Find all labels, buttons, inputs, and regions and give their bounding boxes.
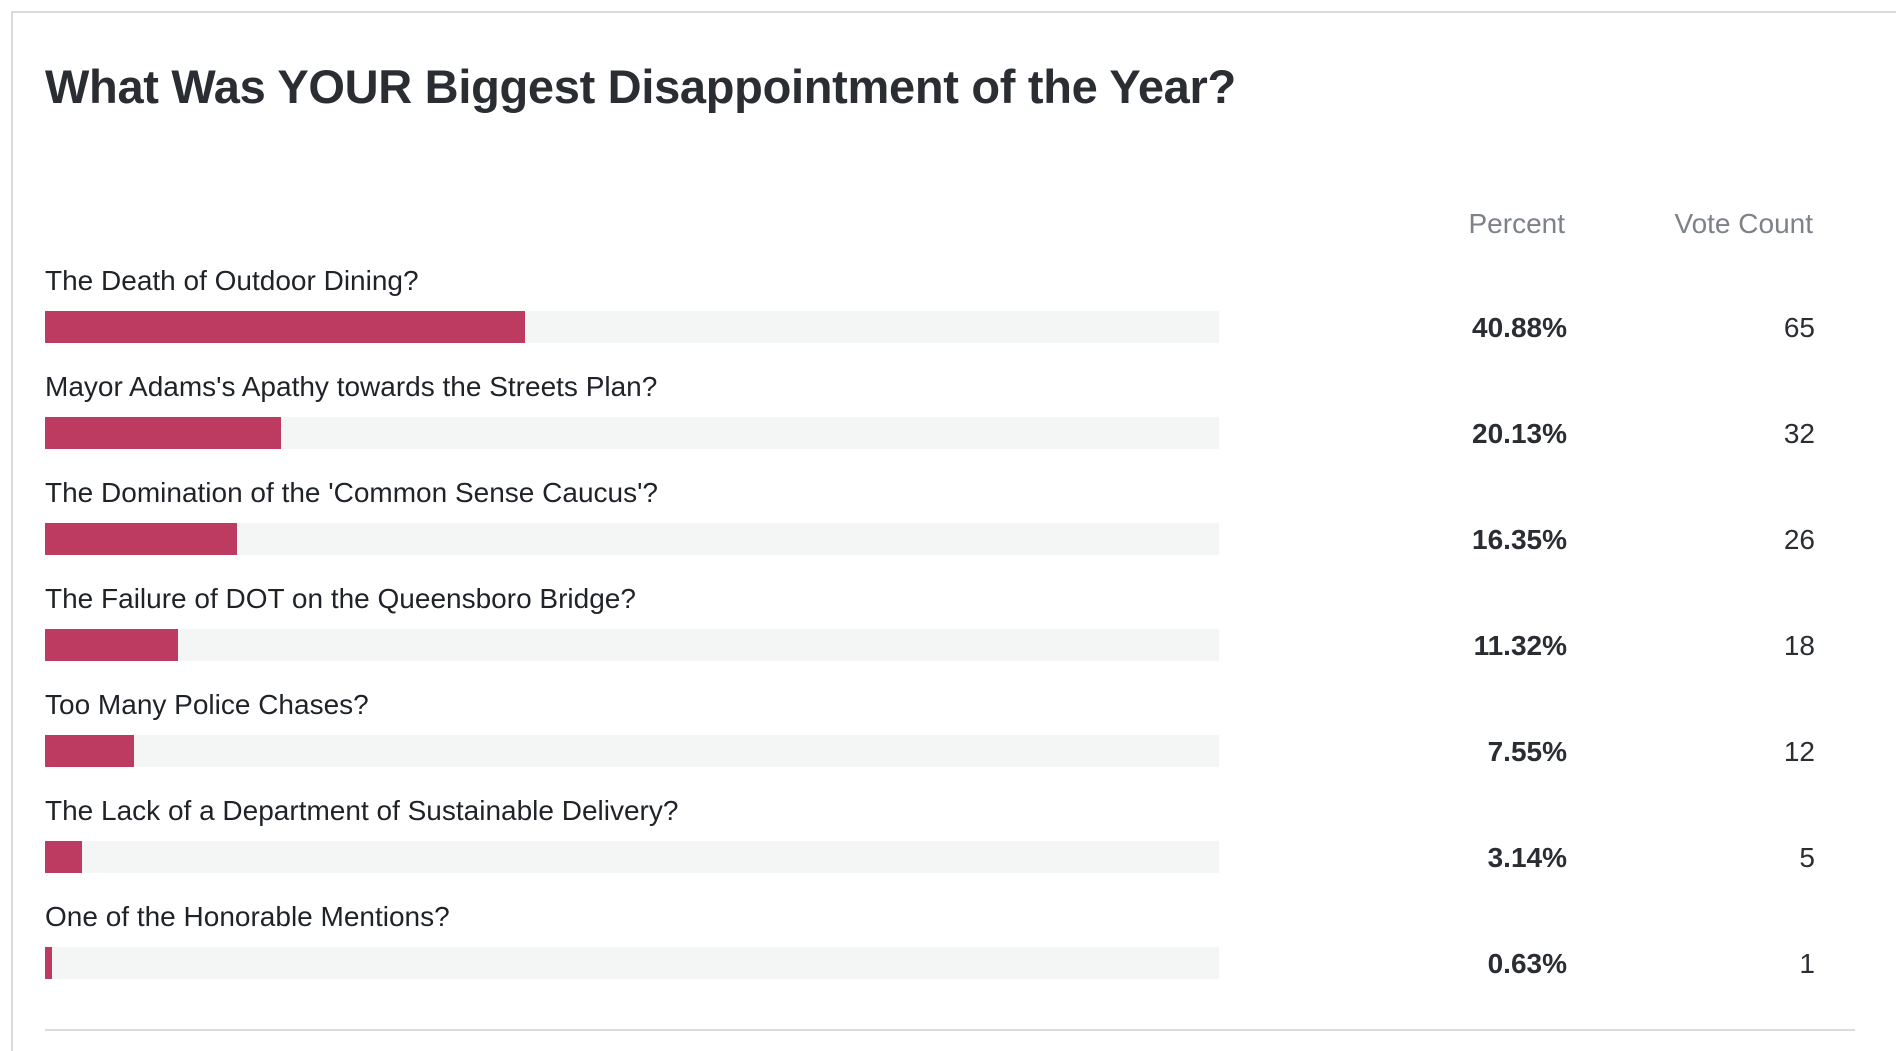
answer-label: The Death of Outdoor Dining? (45, 265, 419, 296)
result-bar-track (45, 629, 1219, 661)
result-bar-track (45, 311, 1219, 343)
answer-vote-count: 12 (1783, 736, 1815, 767)
result-bar-track (45, 735, 1219, 767)
result-bar-fill (45, 417, 282, 449)
answer-row-streets-plan: Mayor Adams's Apathy towards the Streets… (13, 371, 1896, 477)
percent-column-header: Percent (1468, 208, 1566, 239)
answer-label: Too Many Police Chases? (45, 689, 369, 720)
poll-title: What Was YOUR Biggest Disappointment of … (45, 60, 1236, 113)
result-bar-fill (45, 947, 53, 979)
answer-vote-count: 32 (1783, 418, 1815, 449)
answer-percent: 20.13% (1472, 418, 1567, 449)
answer-row-police-chases: Too Many Police Chases? 7.55% 12 (13, 689, 1896, 795)
answer-vote-count: 18 (1783, 630, 1815, 661)
answer-label: The Failure of DOT on the Queensboro Bri… (45, 583, 636, 614)
result-bar-fill (45, 841, 82, 873)
answer-row-honorable-mentions: One of the Honorable Mentions? 0.63% 1 (13, 901, 1896, 1007)
answer-label: Mayor Adams's Apathy towards the Streets… (45, 371, 658, 402)
answer-percent: 3.14% (1487, 842, 1567, 873)
bottom-divider (45, 1029, 1855, 1031)
answer-label: The Domination of the 'Common Sense Cauc… (45, 477, 659, 508)
answer-row-sustainable-delivery: The Lack of a Department of Sustainable … (13, 795, 1896, 901)
answer-percent: 7.55% (1487, 736, 1567, 767)
result-bar-fill (45, 311, 525, 343)
result-bar-fill (45, 523, 237, 555)
answer-vote-count: 5 (1799, 842, 1815, 873)
vote-count-column-header: Vote Count (1674, 208, 1813, 239)
answer-percent: 11.32% (1473, 630, 1567, 661)
answer-vote-count: 26 (1783, 524, 1815, 555)
answer-row-queensboro-bridge: The Failure of DOT on the Queensboro Bri… (13, 583, 1896, 689)
result-bar-fill (45, 629, 178, 661)
answer-percent: 40.88% (1472, 312, 1567, 343)
result-bar-track (45, 417, 1219, 449)
result-bar-track (45, 947, 1219, 979)
answer-row-outdoor-dining: The Death of Outdoor Dining? 40.88% 65 (13, 265, 1896, 371)
answer-percent: 16.35% (1472, 524, 1567, 555)
answer-label: One of the Honorable Mentions? (45, 901, 450, 932)
poll-card: What Was YOUR Biggest Disappointment of … (11, 11, 1896, 1051)
answer-label: The Lack of a Department of Sustainable … (45, 795, 679, 826)
result-bar-fill (45, 735, 134, 767)
answer-vote-count: 65 (1783, 312, 1815, 343)
answer-percent: 0.63% (1487, 948, 1567, 979)
answer-vote-count: 1 (1799, 948, 1815, 979)
result-bar-track (45, 523, 1219, 555)
result-bar-track (45, 841, 1219, 873)
answer-row-common-sense-caucus: The Domination of the 'Common Sense Cauc… (13, 477, 1896, 583)
